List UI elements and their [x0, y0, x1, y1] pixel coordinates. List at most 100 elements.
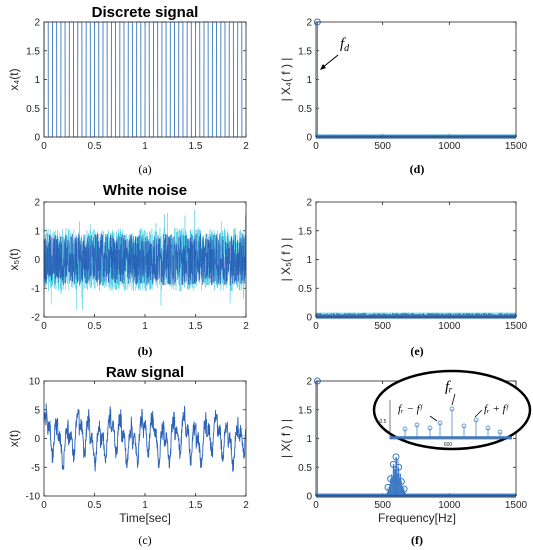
inset-peak-marker	[461, 423, 467, 429]
x-tick-label: 0.5	[88, 141, 102, 152]
inset-peak-marker	[437, 420, 443, 426]
plot-frame	[315, 201, 517, 318]
inset-zoom: fᵣ − fᶠ fᵣ fᵣ + fᶠ 600 0.5	[372, 369, 532, 451]
plot-frame	[315, 21, 517, 138]
inset-peak-marker	[473, 417, 479, 423]
y-tick-label: 1	[306, 75, 312, 86]
x-tick-label: 0	[41, 500, 47, 511]
x-tick-label: 2	[243, 500, 249, 511]
annotation-arrow-fd	[321, 54, 339, 69]
x-tick-label: 2	[243, 141, 249, 152]
y-axis-label: | X( f ) |	[279, 419, 293, 458]
y-tick-label: -2	[31, 313, 40, 324]
x-tick-label: 0.5	[88, 321, 102, 332]
x-tick-label: 1000	[438, 141, 461, 152]
inset-peak-marker	[485, 425, 491, 431]
plot-discrete-spectrum: 0 500 1000 1500 0 0.5 1 1.5 2 | X₄( f ) |	[279, 18, 528, 153]
inset-peak-marker	[414, 422, 420, 428]
y-tick-label: 1	[34, 226, 40, 237]
y-tick-label: 0	[306, 133, 312, 144]
y-axis-label: x₅(t)	[7, 248, 21, 270]
y-tick-label: 0.5	[298, 284, 312, 295]
panel-label-d: (d)	[410, 162, 425, 176]
x-tick-label: 500	[374, 321, 391, 332]
y-tick-label: -1	[31, 284, 40, 295]
series-line-noise	[43, 233, 247, 286]
inset-arrow-right	[474, 409, 483, 418]
spectrum-peak-marker	[395, 463, 403, 471]
inset-xtick: 600	[444, 442, 453, 448]
inset-peak-marker	[402, 426, 408, 432]
y-tick-label: 2	[306, 18, 312, 29]
plot-frame	[43, 201, 247, 318]
y-tick-label: 5	[34, 405, 40, 416]
y-tick-label: 0	[34, 255, 40, 266]
panel-label-c: (c)	[138, 533, 151, 547]
plot-white-noise: 0 0.5 1 1.5 2 -2 -1 0 1 2 x₅(t)	[7, 198, 249, 333]
x-tick-label: 1000	[438, 500, 461, 511]
plot-discrete-signal: 0 0.5 1 1.5 2 0 0.5 1 1.5 2 x₄(t)	[7, 18, 249, 153]
panel-label-e: (e)	[410, 344, 423, 358]
plot-frame	[43, 21, 247, 138]
y-tick-label: 0.5	[26, 104, 40, 115]
inset-ytick: 0.5	[380, 419, 387, 425]
panel-label-a: (a)	[138, 162, 151, 176]
x-tick-label: 0	[313, 500, 319, 511]
x-tick-label: 1.5	[189, 500, 203, 511]
y-tick-label: 1.5	[298, 46, 312, 57]
series-line-raw	[43, 403, 247, 472]
panel-label-f: (f)	[411, 533, 423, 547]
inset-arrow-left	[429, 415, 438, 422]
y-tick-label: 0.5	[298, 104, 312, 115]
y-tick-label: 0	[306, 492, 312, 503]
inset-peak-marker	[497, 429, 503, 435]
plot-frame	[43, 380, 247, 497]
inset-label-center: fᵣ	[445, 379, 453, 395]
title-discrete: Discrete signal	[92, 4, 199, 21]
y-tick-label: 2	[306, 377, 312, 388]
annotation-fd: fd	[340, 36, 350, 54]
y-tick-label: 1	[34, 75, 40, 86]
title-raw: Raw signal	[106, 364, 184, 381]
x-tick-label: 2	[243, 321, 249, 332]
inset-peak-marker	[427, 425, 433, 431]
y-tick-label: -5	[31, 463, 40, 474]
x-tick-label: 1	[142, 500, 148, 511]
title-noise: White noise	[103, 182, 187, 199]
x-tick-label: 0	[313, 141, 319, 152]
y-tick-label: 2	[34, 198, 40, 209]
x-tick-label: 1.5	[189, 321, 203, 332]
y-tick-label: 2	[306, 198, 312, 209]
y-tick-label: 1	[306, 255, 312, 266]
y-tick-label: 0	[306, 313, 312, 324]
plot-noise-spectrum: 0 500 1000 1500 0 0.5 1 1.5 2 | X₅( f ) |	[279, 198, 528, 333]
spectrum-peak-marker	[392, 453, 400, 461]
x-tick-label: 1500	[505, 321, 528, 332]
y-tick-label: -10	[26, 492, 41, 503]
x-tick-label: 1	[142, 321, 148, 332]
plot-area	[44, 381, 246, 496]
x-tick-label: 0	[41, 141, 47, 152]
y-tick-label: 0	[34, 133, 40, 144]
x-tick-label: 0.5	[88, 500, 102, 511]
annotation-arrowhead-fd	[320, 64, 326, 70]
plot-raw-signal: 0 0.5 1 1.5 2 -10 -5 0 5 10 x(t)	[7, 377, 249, 512]
y-tick-label: 1.5	[298, 405, 312, 416]
plot-area	[316, 22, 516, 137]
y-tick-label: 10	[29, 377, 41, 388]
y-tick-label: 0	[34, 434, 40, 445]
x-tick-label: 1.5	[189, 141, 203, 152]
y-axis-label: | X₅( f ) |	[279, 238, 293, 282]
inset-label-left: fᵣ − fᶠ	[398, 403, 424, 415]
y-axis-label: x(t)	[7, 430, 21, 447]
x-tick-label: 1000	[438, 321, 461, 332]
inset-arrow-center	[451, 393, 456, 406]
inset-plot	[389, 393, 512, 440]
inset-peak-marker	[449, 406, 455, 412]
inset-label-right: fᵣ + fᶠ	[484, 403, 510, 415]
x-tick-label: 1500	[505, 500, 528, 511]
xlabel-raw: Time[sec]	[119, 511, 171, 525]
panel-label-b: (b)	[138, 344, 153, 358]
y-axis-label: x₄(t)	[7, 68, 21, 90]
